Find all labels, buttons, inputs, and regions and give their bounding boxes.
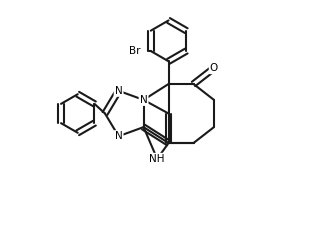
Text: N: N	[115, 131, 122, 141]
Text: O: O	[210, 63, 218, 73]
Text: NH: NH	[150, 154, 165, 164]
Text: N: N	[115, 86, 122, 96]
Text: Br: Br	[129, 46, 141, 56]
Text: N: N	[140, 95, 148, 105]
